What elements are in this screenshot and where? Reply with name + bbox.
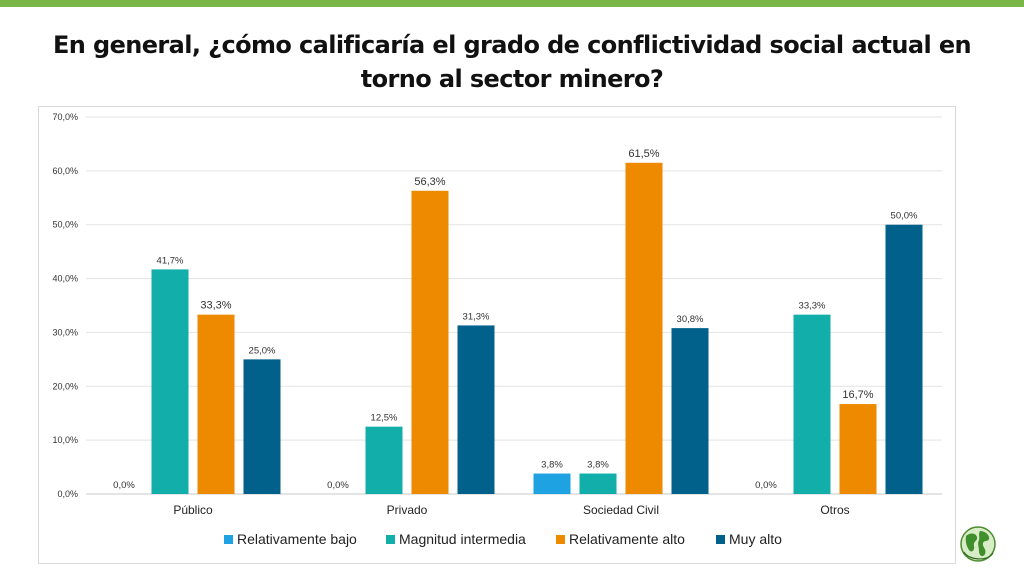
x-tick-label: Otros [820, 503, 849, 517]
data-label: 16,7% [842, 389, 873, 401]
data-label: 61,5% [628, 148, 659, 160]
data-label: 25,0% [249, 345, 276, 356]
bar [457, 325, 495, 494]
bar [671, 328, 709, 494]
y-tick-label: 0,0% [57, 489, 78, 499]
bar [625, 162, 663, 494]
bar [197, 314, 235, 494]
legend-label: Muy alto [729, 531, 782, 547]
globe-icon [960, 526, 996, 562]
data-label: 0,0% [327, 480, 349, 491]
x-tick-label: Sociedad Civil [583, 503, 659, 517]
y-tick-label: 30,0% [52, 327, 78, 337]
bar [411, 190, 449, 494]
y-tick-label: 60,0% [52, 166, 78, 176]
bar [243, 359, 281, 494]
data-label: 0,0% [755, 480, 777, 491]
y-tick-label: 40,0% [52, 274, 78, 284]
legend-swatch [716, 535, 725, 544]
legend-label: Relativamente alto [569, 531, 685, 547]
y-tick-label: 50,0% [52, 220, 78, 230]
data-label: 56,3% [414, 176, 445, 188]
data-label: 50,0% [891, 211, 918, 222]
data-label: 3,8% [541, 460, 563, 471]
bar [839, 404, 877, 494]
x-tick-label: Público [173, 503, 213, 517]
data-label: 12,5% [371, 413, 398, 424]
legend-swatch [386, 535, 395, 544]
legend-swatch [224, 535, 233, 544]
bar [151, 269, 189, 494]
y-tick-label: 10,0% [52, 435, 78, 445]
bar [533, 473, 571, 494]
data-label: 31,3% [463, 311, 490, 322]
legend-swatch [556, 535, 565, 544]
top-accent-bar [0, 0, 1024, 7]
page-title: En general, ¿cómo calificaría el grado d… [52, 31, 972, 93]
data-label: 3,8% [587, 460, 609, 471]
bar [365, 426, 403, 494]
data-label: 33,3% [200, 300, 231, 312]
data-label: 0,0% [113, 480, 135, 491]
bar [885, 224, 923, 494]
legend-label: Magnitud intermedia [399, 531, 526, 547]
x-tick-label: Privado [387, 503, 428, 517]
bar [579, 473, 617, 494]
legend-label: Relativamente bajo [237, 531, 357, 547]
data-label: 33,3% [799, 301, 826, 312]
bar [793, 314, 831, 494]
data-label: 30,8% [677, 314, 704, 325]
data-label: 41,7% [157, 255, 184, 266]
y-tick-label: 70,0% [52, 112, 78, 122]
y-tick-label: 20,0% [52, 381, 78, 391]
